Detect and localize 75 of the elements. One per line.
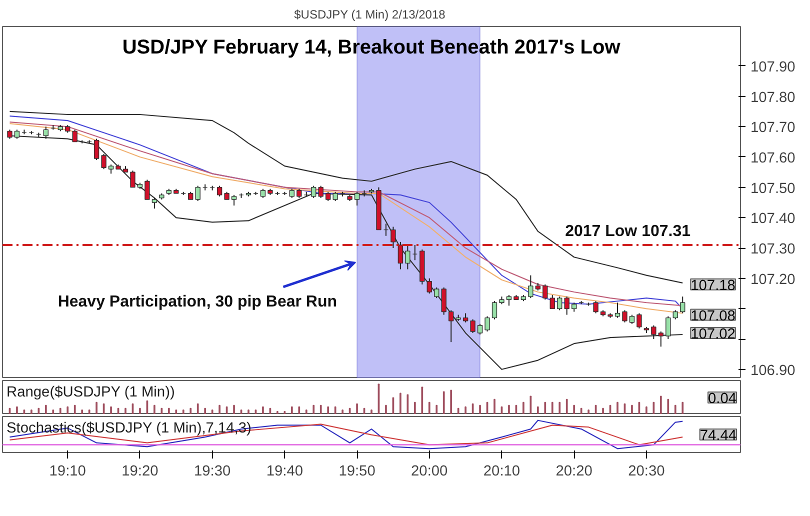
candlestick bbox=[550, 294, 555, 310]
candlestick bbox=[398, 241, 404, 270]
candlestick bbox=[492, 300, 498, 320]
annotation: 107.08 bbox=[690, 308, 736, 324]
candlestick bbox=[108, 164, 114, 174]
text: USD/JPY February 14, Breakout Beneath 2017's Low bbox=[122, 36, 621, 58]
x-tick-label: 19:40 bbox=[266, 464, 304, 480]
band-label: Heavy Participation, 30 pip Bear Run bbox=[58, 294, 338, 310]
x-tick-label: 19:10 bbox=[49, 464, 86, 480]
candlestick bbox=[462, 312, 468, 323]
candlestick bbox=[325, 191, 331, 202]
candlestick bbox=[614, 302, 620, 318]
candlestick bbox=[680, 296, 686, 314]
candlestick bbox=[506, 294, 512, 306]
y-tick-label: 107.50 bbox=[750, 180, 796, 197]
candlestick bbox=[672, 310, 678, 320]
candlestick bbox=[441, 286, 446, 316]
candlestick bbox=[289, 188, 295, 198]
x-tick-label: 19:20 bbox=[122, 464, 158, 480]
candlestick bbox=[528, 274, 534, 299]
candlestick bbox=[557, 296, 562, 311]
candlestick bbox=[390, 226, 396, 249]
chart-subtitle: $USDJPY (1 Min) 2/13/2018 bbox=[294, 8, 446, 22]
x-tick-label: 20:20 bbox=[556, 464, 592, 480]
y-tick-label: 107.20 bbox=[750, 272, 796, 288]
annotation: 74.44 bbox=[700, 428, 737, 444]
chart-title: Range($USDJPY (1 Min)) bbox=[6, 384, 175, 400]
candlestick bbox=[231, 194, 237, 206]
candlestick bbox=[658, 330, 664, 348]
annotation: 107.18 bbox=[690, 278, 736, 294]
x-tick-label: 20:30 bbox=[628, 464, 665, 480]
x-tick-label: 19:50 bbox=[338, 464, 376, 480]
candlestick bbox=[564, 296, 570, 316]
candlestick bbox=[296, 188, 302, 198]
candlestick bbox=[448, 310, 454, 343]
candlestick bbox=[470, 318, 476, 334]
candlestick bbox=[629, 314, 635, 324]
candlestick bbox=[593, 300, 598, 314]
candlestick bbox=[542, 284, 548, 300]
candlestick bbox=[216, 185, 222, 197]
candlestick bbox=[332, 191, 338, 202]
y-tick-label: 107.30 bbox=[750, 242, 796, 258]
y-tick-label: 107.60 bbox=[750, 150, 796, 166]
y-tick-label: 107.40 bbox=[750, 211, 796, 228]
candlestick bbox=[152, 197, 158, 210]
candlestick bbox=[260, 188, 266, 198]
candlestick bbox=[434, 286, 440, 299]
candlestick bbox=[318, 185, 324, 198]
candlestick bbox=[426, 278, 432, 294]
candlestick bbox=[405, 244, 410, 270]
candlestick bbox=[311, 185, 316, 198]
candlestick bbox=[130, 170, 136, 188]
candlestick bbox=[94, 138, 100, 161]
candlestick bbox=[144, 179, 150, 200]
annotation: 107.02 bbox=[690, 326, 736, 342]
y-tick-label: 107.70 bbox=[750, 120, 796, 136]
candlestick bbox=[195, 185, 200, 202]
x-tick-label: 20:00 bbox=[411, 464, 448, 480]
candlestick bbox=[571, 302, 577, 312]
annotation: 0.04 bbox=[708, 391, 737, 407]
y-tick-label: 106.90 bbox=[750, 362, 796, 379]
candlestick bbox=[354, 191, 360, 206]
candlestick bbox=[101, 153, 106, 170]
candlestick bbox=[484, 316, 490, 332]
candlestick bbox=[651, 324, 656, 340]
x-tick-label: 20:10 bbox=[483, 464, 520, 480]
candlestick bbox=[636, 312, 642, 329]
candlestick bbox=[477, 323, 483, 335]
x-tick-label: 19:30 bbox=[194, 464, 231, 480]
y-tick-label: 107.90 bbox=[750, 59, 796, 76]
y-tick-label: 107.80 bbox=[750, 90, 796, 106]
candlestick bbox=[666, 316, 671, 340]
candlestick bbox=[622, 310, 628, 323]
chart-title: Stochastics($USDJPY (1 Min),7,14,3) bbox=[6, 420, 252, 436]
ref-line-label: 2017 Low 107.31 bbox=[565, 222, 691, 240]
